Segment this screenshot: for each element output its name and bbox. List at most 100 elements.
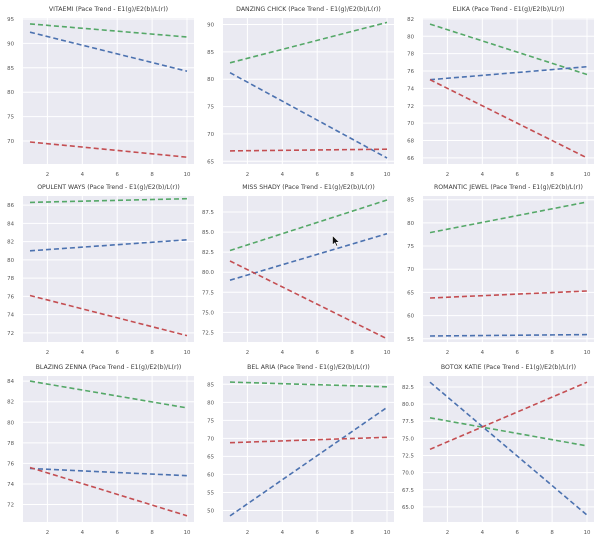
y-tick-label: 60	[407, 314, 414, 320]
series-line-e1	[429, 201, 588, 234]
series-line-e1	[29, 197, 188, 204]
x-tick-label: 8	[150, 350, 154, 356]
x-tick-label: 4	[281, 530, 285, 536]
x-tick-label: 4	[481, 530, 485, 536]
y-tick-label: 65	[407, 290, 414, 296]
x-tick-label: 10	[184, 350, 191, 356]
x-tick-label: 6	[516, 172, 520, 178]
y-tick-label: 85	[407, 198, 414, 204]
x-tick-label: 6	[316, 530, 320, 536]
series-line-e1	[429, 23, 588, 76]
y-tick-label: 74	[407, 86, 414, 92]
y-tick-label: 72	[407, 104, 414, 110]
series-line-e1	[229, 381, 388, 388]
y-tick-label: 72.5	[202, 330, 214, 336]
series-line-e1	[429, 417, 588, 447]
series-line-l	[229, 260, 388, 340]
x-tick-label: 8	[550, 530, 554, 536]
y-tick-label: 80.0	[202, 270, 215, 276]
subplot-title: ELIKA (Pace Trend - E1(g)/E2(b)/L(r))	[453, 6, 565, 13]
x-tick-label: 2	[446, 350, 449, 356]
x-tick-label: 10	[184, 172, 191, 178]
subplot-title: ROMANTIC JEWEL (Pace Trend - E1(g)/E2(b)…	[434, 184, 583, 191]
subplot-romantic-jewel: ROMANTIC JEWEL (Pace Trend - E1(g)/E2(b)…	[407, 184, 594, 356]
y-tick-label: 60	[207, 472, 214, 478]
series-line-l	[29, 466, 188, 517]
mouse-pointer-icon	[332, 235, 340, 247]
x-tick-label: 8	[350, 172, 354, 178]
subplot-title: BEL ARIA (Pace Trend - E1(g)/E2(b)/L(r))	[247, 364, 370, 371]
y-tick-label: 70	[207, 132, 214, 138]
x-tick-label: 6	[316, 350, 320, 356]
x-tick-label: 8	[150, 530, 154, 536]
y-tick-label: 68	[407, 139, 414, 145]
x-tick-label: 10	[384, 530, 391, 536]
series-line-e2	[229, 232, 388, 281]
subplot-title: BLAZING ZENNA (Pace Trend - E1(g)/E2(b)/…	[36, 364, 182, 371]
series-line-e1	[229, 21, 388, 64]
x-tick-label: 4	[81, 350, 85, 356]
series-line-e2	[229, 71, 388, 159]
subplot-title: BOTOX KATIE (Pace Trend - E1(g)/E2(b)/L(…	[441, 364, 576, 371]
series-line-l	[429, 381, 588, 451]
y-tick-label: 82	[7, 400, 14, 406]
y-tick-label: 76	[407, 69, 414, 75]
x-tick-label: 4	[481, 172, 485, 178]
x-tick-label: 8	[150, 172, 154, 178]
series-line-e1	[29, 23, 188, 38]
x-tick-label: 8	[350, 530, 354, 536]
y-tick-label: 80	[207, 77, 214, 83]
series-line-e2	[429, 65, 588, 81]
y-tick-label: 76	[7, 461, 14, 467]
series-line-l	[229, 436, 388, 444]
y-tick-label: 70	[407, 121, 414, 127]
plot-area	[223, 196, 394, 342]
y-tick-label: 72.5	[402, 454, 414, 460]
y-tick-label: 84	[7, 379, 14, 385]
subplot-botox-katie: BOTOX KATIE (Pace Trend - E1(g)/E2(b)/L(…	[402, 364, 594, 536]
x-tick-label: 4	[81, 172, 85, 178]
subplot-title: OPULENT WAYS (Pace Trend - E1(g)/E2(b)/L…	[37, 184, 180, 191]
y-tick-label: 80.0	[402, 402, 415, 408]
x-tick-label: 10	[384, 172, 391, 178]
y-tick-label: 85	[7, 66, 14, 72]
subplot-opulent-ways: OPULENT WAYS (Pace Trend - E1(g)/E2(b)/L…	[7, 184, 194, 356]
x-tick-label: 6	[116, 172, 120, 178]
y-tick-label: 72	[7, 503, 14, 509]
series-line-e1	[29, 380, 188, 409]
y-tick-label: 55	[407, 337, 414, 343]
x-tick-label: 2	[246, 530, 249, 536]
x-tick-label: 6	[316, 172, 320, 178]
plot-area	[23, 196, 194, 342]
x-tick-label: 4	[281, 172, 285, 178]
y-tick-label: 77.5	[202, 290, 214, 296]
x-tick-label: 8	[550, 350, 554, 356]
subplot-blazing-zenna: BLAZING ZENNA (Pace Trend - E1(g)/E2(b)/…	[7, 364, 194, 536]
plot-area	[223, 376, 394, 522]
y-tick-label: 65	[207, 159, 214, 165]
y-tick-label: 75	[207, 418, 214, 424]
subplot-miss-shady: MISS SHADY (Pace Trend - E1(g)/E2(b)/L(r…	[202, 184, 394, 356]
y-tick-label: 85.0	[202, 230, 215, 236]
y-tick-label: 70	[7, 139, 14, 145]
x-tick-label: 2	[46, 350, 49, 356]
series-line-l	[29, 294, 188, 337]
x-tick-label: 4	[81, 530, 85, 536]
plot-area	[23, 376, 194, 522]
x-tick-label: 4	[281, 350, 285, 356]
y-tick-label: 65	[207, 454, 214, 460]
y-tick-label: 55	[207, 490, 214, 496]
y-tick-label: 70	[407, 267, 414, 273]
x-tick-label: 10	[584, 172, 591, 178]
series-line-e2	[429, 333, 588, 337]
y-tick-label: 90	[7, 41, 14, 47]
series-line-e2	[29, 239, 188, 252]
y-tick-label: 67.5	[402, 488, 414, 494]
y-tick-label: 65.0	[402, 505, 415, 511]
x-tick-label: 10	[584, 530, 591, 536]
series-line-e2	[29, 467, 188, 477]
plot-area	[223, 18, 394, 164]
y-tick-label: 78	[7, 276, 14, 282]
y-tick-label: 77.5	[402, 419, 414, 425]
